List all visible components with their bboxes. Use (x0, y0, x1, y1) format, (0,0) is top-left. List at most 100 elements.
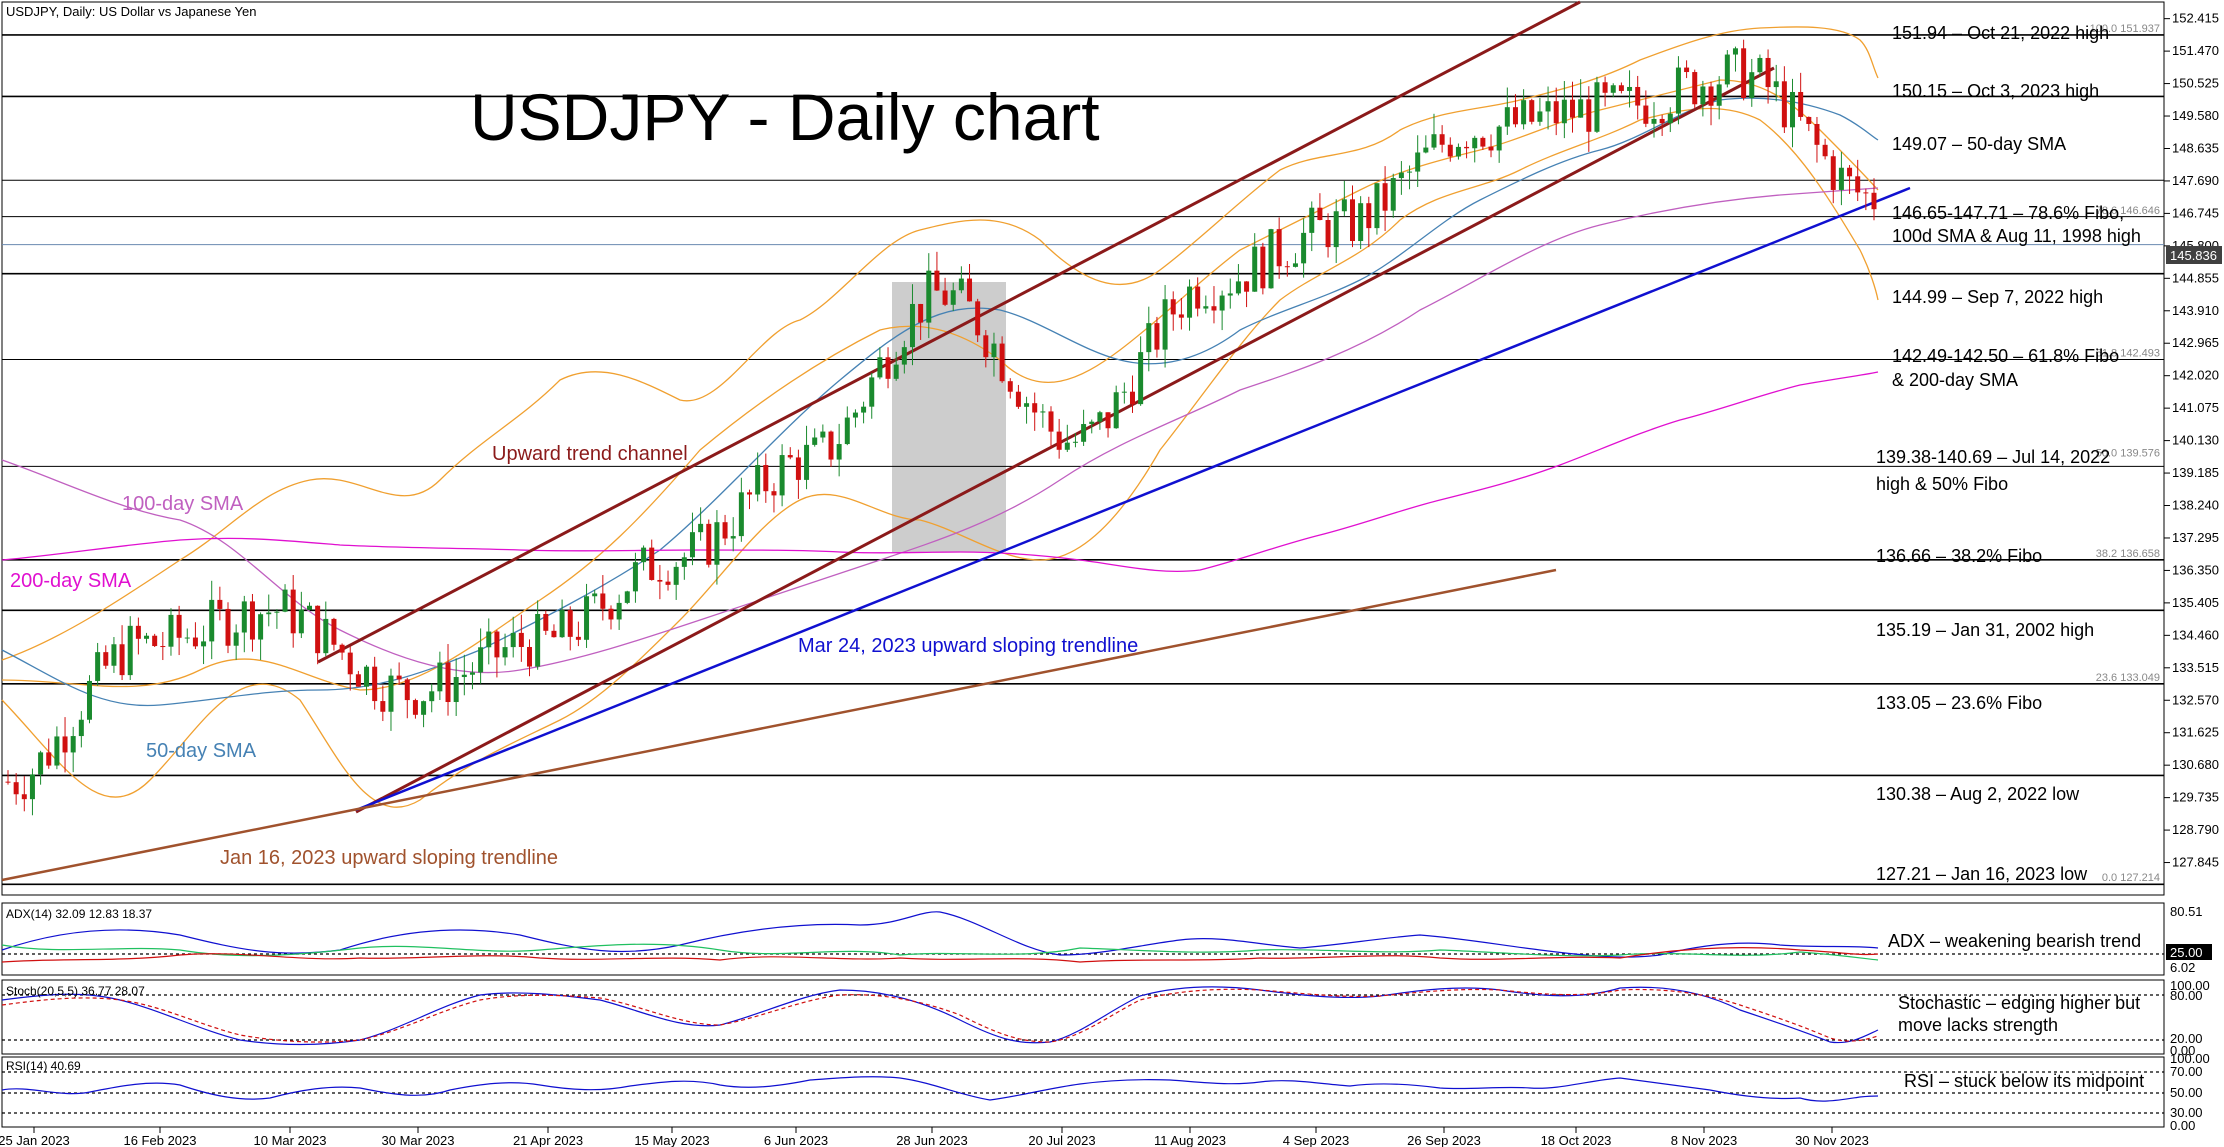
candle-body (192, 637, 198, 647)
price-tick-label: 137.295 (2172, 530, 2219, 545)
candle-body (1244, 281, 1250, 292)
rsi-lines (1, 1071, 2164, 1114)
candle-body (1570, 99, 1576, 118)
rsi-tick-50: 50.00 (2170, 1085, 2203, 1100)
candle-body (616, 602, 622, 620)
level-142-49-b: & 200-day SMA (1892, 370, 2018, 390)
price-tick-label: 142.965 (2172, 335, 2219, 350)
rsi-comment: RSI – stuck below its midpoint (1904, 1071, 2144, 1091)
price-axis: 152.415 151.470 150.525 149.580 148.635 147.6… (2164, 11, 2219, 870)
candle-body (478, 647, 484, 673)
sma100-line (1, 187, 1879, 674)
fibo-tag: 23.6 133.049 (2096, 672, 2160, 684)
price-tick-label: 138.240 (2172, 498, 2219, 513)
candle-body (1521, 100, 1527, 125)
candle-body (909, 303, 915, 348)
candle-body (306, 605, 312, 610)
date-label: 16 Feb 2023 (123, 1133, 196, 1147)
candle-body (543, 613, 549, 631)
sma50-annotation: 50-day SMA (146, 740, 257, 762)
candle-body (38, 752, 44, 775)
channel-lower (355, 66, 1775, 814)
candle-body (1586, 99, 1592, 132)
price-tick-label: 127.845 (2172, 855, 2219, 870)
candle-body (575, 636, 581, 640)
candle-body (1178, 314, 1184, 318)
candle-body (1512, 107, 1518, 125)
price-tick-label: 133.515 (2172, 660, 2219, 675)
candle-body (991, 343, 997, 358)
candle-body (877, 357, 883, 378)
candle-body (1439, 134, 1445, 145)
candle-body (380, 701, 386, 712)
candle-body (975, 301, 981, 336)
candle-body (1716, 84, 1722, 106)
candle-body (21, 794, 27, 800)
level-139-38-b: high & 50% Fibo (1876, 474, 2008, 494)
candle-body (983, 335, 989, 358)
stoch-pane (1, 979, 2165, 1055)
candle-body (46, 752, 52, 766)
candle-body (1480, 137, 1486, 147)
candle-body (5, 781, 11, 783)
price-tick-label: 151.470 (2172, 43, 2219, 58)
adx-header: ADX(14) 32.09 12.83 18.37 (6, 907, 152, 921)
trendlines (1, 0, 1911, 882)
candle-body (1056, 431, 1062, 450)
candle-body (950, 290, 956, 305)
stoch-header: Stoch(20,5,5) 36.77 28.07 (6, 984, 145, 998)
candle-body (958, 278, 964, 291)
candle-body (551, 630, 557, 638)
candle-body (103, 652, 109, 666)
candle-body (999, 343, 1005, 382)
price-tick-label: 141.075 (2172, 400, 2219, 415)
fibo-tag: 0.0 127.214 (2102, 872, 2160, 884)
candle-body (135, 625, 141, 639)
candle-body (54, 736, 60, 766)
candle-body (812, 437, 818, 445)
price-tick-label: 132.570 (2172, 692, 2219, 707)
candle-body (70, 736, 76, 753)
candle-body (1366, 203, 1372, 229)
date-label: 8 Nov 2023 (1671, 1133, 1738, 1147)
candle-body (1138, 352, 1144, 405)
adx-lines (1, 911, 2164, 963)
price-tick-label: 149.580 (2172, 108, 2219, 123)
candle-body (1024, 403, 1030, 407)
stoch-signal (1, 988, 1879, 1043)
candle-body (1781, 81, 1787, 128)
candle-body (1838, 167, 1844, 190)
candle-body (885, 357, 891, 379)
candle-body (1561, 99, 1567, 124)
date-label: 28 Jun 2023 (896, 1133, 968, 1147)
candle-body (1072, 441, 1078, 443)
candle-body (494, 631, 500, 658)
candle-body (893, 364, 899, 379)
candle-body (1529, 100, 1535, 122)
candle-body (771, 491, 777, 496)
level-149-07: 149.07 – 50-day SMA (1892, 134, 2066, 154)
candle-body (1667, 113, 1673, 124)
level-146-65: 146.65-147.71 – 78.6% Fibo, (1892, 203, 2124, 223)
price-tick-label: 128.790 (2172, 822, 2219, 837)
date-label: 25 Jan 2023 (0, 1133, 70, 1147)
level-135-19: 135.19 – Jan 31, 2002 high (1876, 620, 2094, 640)
price-tick-label: 142.020 (2172, 368, 2219, 383)
candle-body (600, 593, 606, 609)
candle-body (1105, 412, 1111, 429)
stoch-lines (1, 986, 2164, 1046)
adx-pane (1, 902, 2165, 976)
candle-body (1390, 178, 1396, 211)
price-tick-label: 139.185 (2172, 465, 2219, 480)
candle-body (225, 608, 231, 646)
candle-body (1594, 82, 1600, 132)
current-price-label: 145.836 (2170, 248, 2217, 263)
candle-body (429, 691, 435, 702)
level-136-66: 136.66 – 38.2% Fibo (1876, 546, 2042, 566)
price-tick-label: 147.690 (2172, 173, 2219, 188)
candle-body (942, 290, 948, 305)
candle-body (681, 557, 687, 567)
stoch-tick-80: 80.00 (2170, 988, 2203, 1003)
date-label: 11 Aug 2023 (1154, 1133, 1226, 1147)
candle-body (1455, 146, 1461, 157)
